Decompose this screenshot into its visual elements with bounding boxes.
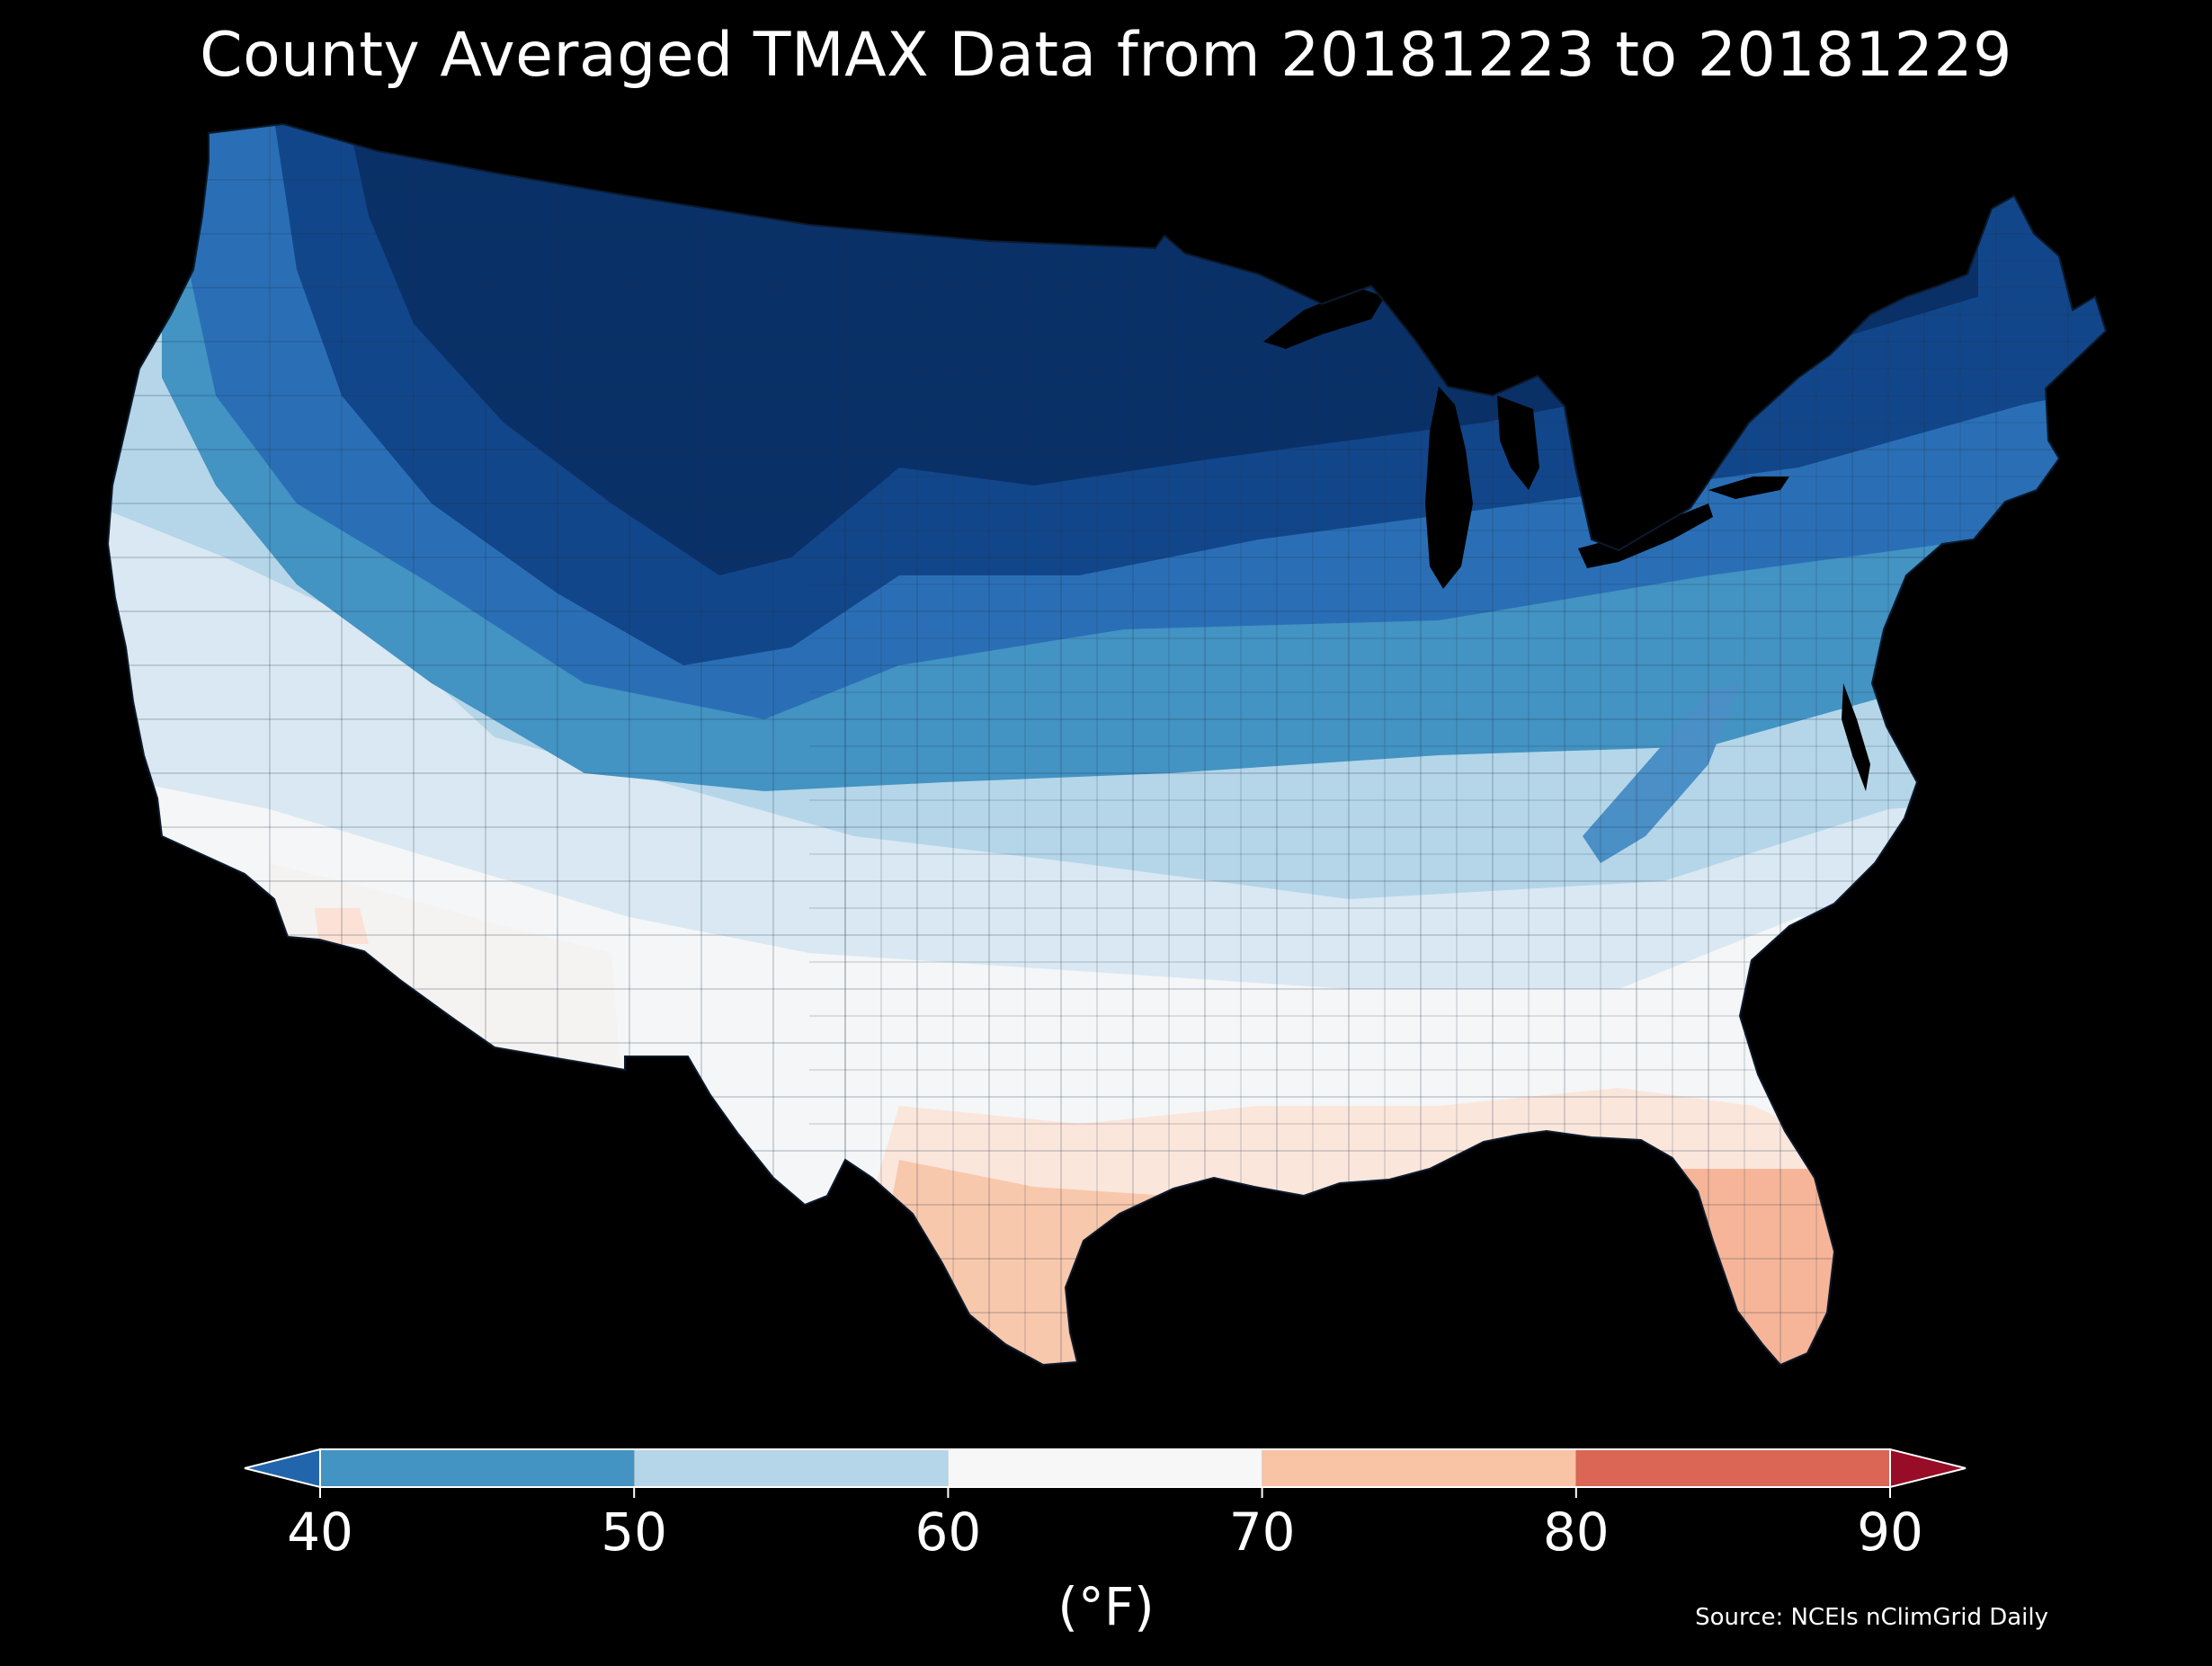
map-title: County Averaged TMAX Data from 20181223 … — [200, 20, 2012, 91]
colorbar-tick-label: 40 — [287, 1501, 353, 1563]
colorbar-tick-label: 50 — [601, 1501, 668, 1563]
colorbar-unit-label: (°F) — [1057, 1576, 1155, 1637]
great-lakes — [1263, 288, 1789, 589]
colorbar-tick-label: 70 — [1228, 1501, 1296, 1563]
colorbar-tick-label: 80 — [1542, 1501, 1610, 1563]
colorbar-bin-40-50 — [320, 1449, 635, 1487]
colorbar-bin-80-90 — [1575, 1449, 1890, 1487]
colorbar-tick-label: 60 — [914, 1501, 982, 1563]
chesapeake-bay — [1842, 683, 1870, 791]
us-outline — [106, 122, 2108, 1367]
colorbar-tick-label: 90 — [1857, 1501, 1923, 1563]
source-note: Source: NCEIs nClimGrid Daily — [1695, 1604, 2048, 1631]
colorbar-frame — [319, 1448, 1891, 1488]
colorbar-bin-50-60 — [634, 1449, 949, 1487]
colorbar-bin-60-70 — [948, 1449, 1262, 1487]
colorbar-extend-low — [244, 1448, 321, 1489]
colorbar-bin-70-80 — [1262, 1449, 1576, 1487]
colorbar-extend-high — [1889, 1448, 1967, 1489]
